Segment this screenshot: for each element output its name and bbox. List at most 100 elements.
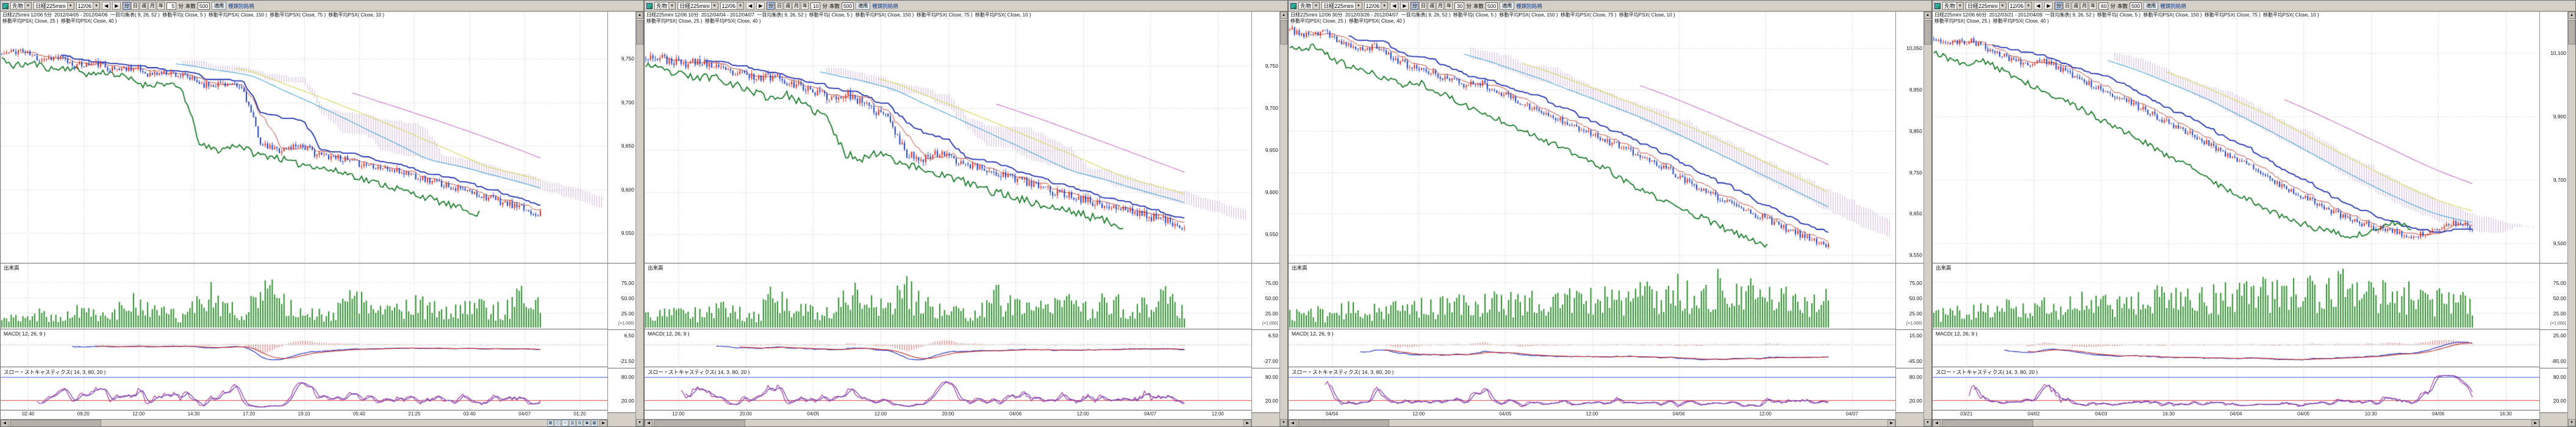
chart-canvas[interactable]	[1, 12, 607, 411]
market-select[interactable]: 先物 ▼	[1298, 2, 1320, 10]
vertical-scrollbar[interactable]: ▲ ▼	[1923, 12, 1931, 426]
scroll-left-icon[interactable]: ◀	[645, 420, 653, 426]
scroll-down-icon[interactable]: ▼	[1280, 419, 1287, 426]
bars-input[interactable]: 500	[841, 2, 854, 10]
period-button-2[interactable]: 週	[784, 2, 792, 10]
next-contract-button[interactable]: ▶	[2044, 2, 2053, 10]
horizontal-scrollbar[interactable]: ◀ ▦ ◫ ≈ ▥ ▤ ▣ ▩ ▶	[1, 419, 607, 426]
scroll-down-icon[interactable]: ▼	[1924, 419, 1931, 426]
period-button-1[interactable]: 日	[775, 2, 784, 10]
scroll-left-icon[interactable]: ◀	[1933, 420, 1941, 426]
interval-input[interactable]: 60	[2098, 2, 2109, 10]
period-button-3[interactable]: 月	[148, 2, 157, 10]
bars-input[interactable]: 500	[1485, 2, 1498, 10]
prev-contract-button[interactable]: ◀	[2034, 2, 2043, 10]
hscrollbar-thumb[interactable]	[1942, 420, 2033, 426]
period-button-0[interactable]: 分	[1411, 2, 1419, 10]
chevron-down-icon[interactable]: ▼	[710, 2, 718, 9]
hscrollbar-thumb[interactable]	[654, 420, 745, 426]
scroll-right-icon[interactable]: ▶	[1243, 420, 1251, 426]
interval-input[interactable]: 10	[810, 2, 821, 10]
contract-select[interactable]: 12/06 ▼	[720, 2, 745, 10]
apply-button[interactable]: 適用	[856, 2, 871, 10]
vertical-scrollbar[interactable]: ▲ ▼	[1279, 12, 1287, 426]
scroll-right-icon[interactable]: ▶	[2531, 420, 2539, 426]
apply-button[interactable]: 適用	[2144, 2, 2159, 10]
chevron-down-icon[interactable]: ▼	[668, 2, 676, 9]
hscrollbar-thumb[interactable]	[10, 420, 101, 426]
period-button-4[interactable]: 年	[157, 2, 165, 10]
chart-canvas[interactable]	[1933, 12, 2539, 411]
market-select[interactable]: 先物 ▼	[1942, 2, 1964, 10]
period-button-2[interactable]: 週	[2072, 2, 2080, 10]
next-contract-button[interactable]: ▶	[756, 2, 765, 10]
grid-icon[interactable]: ▤	[576, 420, 583, 426]
prev-contract-button[interactable]: ◀	[746, 2, 755, 10]
bar-chart-icon[interactable]: ▥	[569, 420, 576, 426]
contract-select[interactable]: 12/06 ▼	[76, 2, 101, 10]
chevron-down-icon[interactable]: ▼	[24, 2, 32, 9]
prev-contract-button[interactable]: ◀	[1390, 2, 1399, 10]
chevron-down-icon[interactable]: ▼	[737, 2, 744, 9]
scroll-down-icon[interactable]: ▼	[2568, 419, 2575, 426]
period-button-0[interactable]: 分	[767, 2, 775, 10]
scroll-up-icon[interactable]: ▲	[1280, 12, 1287, 19]
period-button-0[interactable]: 分	[2055, 2, 2063, 10]
chevron-down-icon[interactable]: ▼	[1354, 2, 1362, 9]
vscrollbar-thumb[interactable]	[636, 20, 643, 45]
related-symbols-button[interactable]: 種類別銘柄	[228, 2, 254, 9]
period-button-3[interactable]: 月	[2080, 2, 2089, 10]
period-button-1[interactable]: 日	[131, 2, 140, 10]
scroll-right-icon[interactable]: ▶	[599, 420, 607, 426]
symbol-select[interactable]: 日経225mini ▼	[34, 2, 74, 10]
period-button-0[interactable]: 分	[123, 2, 131, 10]
vertical-scrollbar[interactable]: ▲ ▼	[635, 12, 643, 426]
apply-button[interactable]: 適用	[212, 2, 227, 10]
bars-input[interactable]: 500	[197, 2, 210, 10]
vscrollbar-thumb[interactable]	[1280, 20, 1287, 45]
prev-contract-button[interactable]: ◀	[102, 2, 111, 10]
vscrollbar-thumb[interactable]	[1924, 20, 1931, 45]
hscrollbar-thumb[interactable]	[1298, 420, 1389, 426]
related-symbols-button[interactable]: 種類別銘柄	[872, 2, 898, 9]
settings-icon[interactable]: ▩	[591, 420, 598, 426]
period-button-4[interactable]: 年	[2089, 2, 2097, 10]
horizontal-scrollbar[interactable]: ◀ ▶	[1933, 419, 2539, 426]
symbol-select[interactable]: 日経225mini ▼	[678, 2, 718, 10]
interval-input[interactable]: 30	[1454, 2, 1465, 10]
scroll-right-icon[interactable]: ▶	[1887, 420, 1895, 426]
scroll-up-icon[interactable]: ▲	[2568, 12, 2575, 19]
chevron-down-icon[interactable]: ▼	[1956, 2, 1964, 9]
apply-button[interactable]: 適用	[1500, 2, 1515, 10]
print-icon[interactable]: ▣	[584, 420, 590, 426]
scroll-left-icon[interactable]: ◀	[1, 420, 9, 426]
chevron-down-icon[interactable]: ▼	[66, 2, 74, 9]
horizontal-scrollbar[interactable]: ◀ ▶	[645, 419, 1251, 426]
related-symbols-button[interactable]: 種類別銘柄	[2160, 2, 2186, 9]
chart-canvas[interactable]	[1289, 12, 1895, 411]
candlestick-icon[interactable]: ◫	[554, 420, 561, 426]
chevron-down-icon[interactable]: ▼	[1312, 2, 1320, 9]
period-button-2[interactable]: 週	[1428, 2, 1436, 10]
symbol-select[interactable]: 日経225mini ▼	[1966, 2, 2006, 10]
market-select[interactable]: 先物 ▼	[654, 2, 676, 10]
vscrollbar-thumb[interactable]	[2568, 20, 2575, 45]
scroll-up-icon[interactable]: ▲	[1924, 12, 1931, 19]
period-button-1[interactable]: 日	[2063, 2, 2072, 10]
scroll-up-icon[interactable]: ▲	[636, 12, 643, 19]
market-select[interactable]: 先物 ▼	[10, 2, 32, 10]
symbol-select[interactable]: 日経225mini ▼	[1322, 2, 1362, 10]
related-symbols-button[interactable]: 種類別銘柄	[1516, 2, 1542, 9]
period-button-3[interactable]: 月	[792, 2, 801, 10]
period-button-1[interactable]: 日	[1419, 2, 1428, 10]
period-button-2[interactable]: 週	[140, 2, 148, 10]
vertical-scrollbar[interactable]: ▲ ▼	[2567, 12, 2575, 426]
chevron-down-icon[interactable]: ▼	[2025, 2, 2032, 9]
period-button-4[interactable]: 年	[801, 2, 809, 10]
chevron-down-icon[interactable]: ▼	[1998, 2, 2006, 9]
chart-canvas[interactable]	[645, 12, 1251, 411]
interval-input[interactable]: 5	[166, 2, 177, 10]
bars-input[interactable]: 500	[2129, 2, 2142, 10]
scroll-left-icon[interactable]: ◀	[1289, 420, 1297, 426]
calendar-icon[interactable]: ▦	[547, 420, 554, 426]
